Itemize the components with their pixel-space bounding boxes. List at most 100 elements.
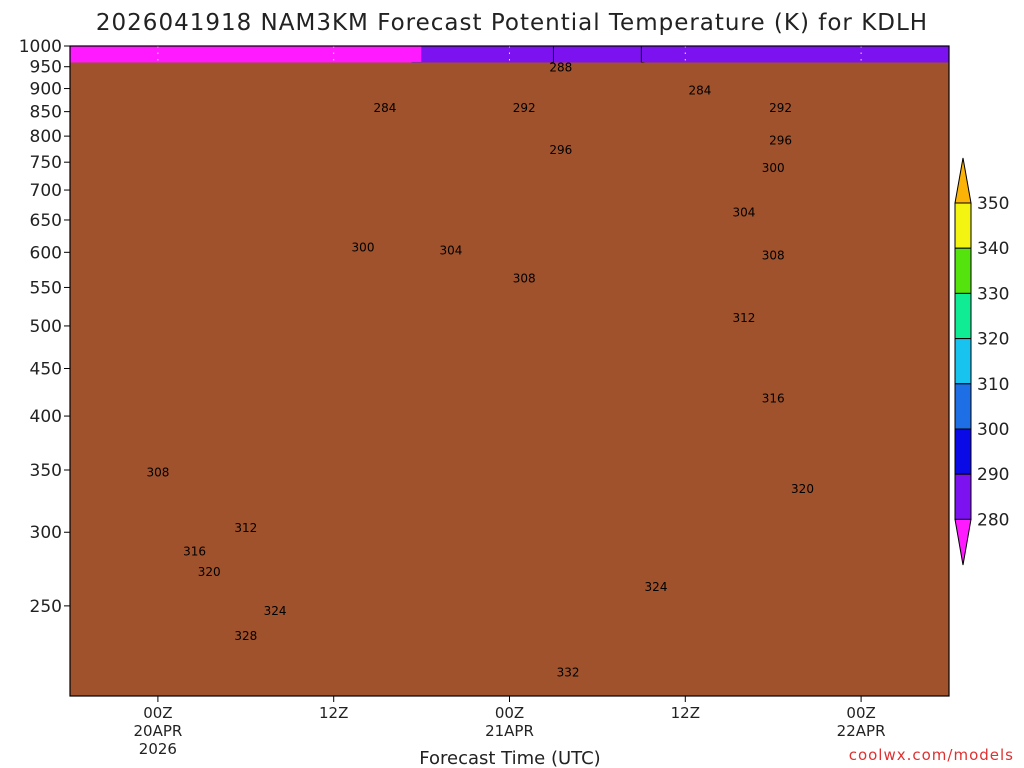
theta-cell [518, 46, 530, 55]
theta-cell [157, 53, 168, 63]
theta-cell [733, 53, 745, 63]
theta-cell [821, 53, 833, 63]
theta-cell [597, 46, 608, 55]
theta-cell [177, 46, 188, 55]
theta-cell [431, 46, 442, 55]
theta-cell [147, 53, 159, 63]
theta-cell [587, 46, 598, 55]
theta-cell [382, 53, 393, 63]
theta-cell [518, 53, 530, 63]
theta-cell [929, 46, 940, 55]
theta-cell [470, 53, 481, 63]
theta-cell [831, 46, 842, 55]
theta-cell [821, 46, 833, 55]
theta-cell [528, 53, 540, 63]
theta-cell [138, 53, 149, 63]
theta-cell [880, 53, 891, 63]
theta-cell [70, 46, 81, 55]
theta-cell [470, 46, 481, 55]
theta-cell [479, 53, 491, 63]
theta-cell [606, 46, 618, 55]
theta-cell [186, 53, 198, 63]
theta-cell [313, 53, 325, 63]
theta-cell [899, 53, 911, 63]
theta-cell [919, 53, 930, 63]
theta-cell [616, 46, 627, 55]
theta-cell [294, 46, 305, 55]
theta-cell [499, 46, 510, 55]
theta-cell [382, 46, 393, 55]
theta-cell [694, 46, 706, 55]
theta-cell [685, 53, 696, 63]
theta-cell [753, 46, 764, 55]
theta-cell [89, 46, 100, 55]
theta-cell [724, 53, 735, 63]
theta-cell [909, 46, 920, 55]
theta-cell [343, 46, 354, 55]
theta-cell [880, 46, 891, 55]
theta-cell [685, 46, 696, 55]
theta-cell [99, 53, 110, 63]
theta-cell [206, 46, 217, 55]
theta-cell [831, 53, 842, 63]
theta-cell [89, 53, 100, 63]
theta-cell [499, 53, 510, 63]
theta-cell [421, 46, 432, 55]
theta-cell [99, 46, 110, 55]
theta-cell [128, 53, 139, 63]
theta-cell [694, 53, 706, 63]
theta-cell [597, 53, 608, 63]
theta-cell [167, 46, 178, 55]
theta-cell [323, 46, 334, 55]
theta-cell [890, 53, 901, 63]
theta-cell [870, 46, 881, 55]
theta-cell [489, 53, 501, 63]
theta-cell [304, 46, 315, 55]
theta-cell [802, 53, 813, 63]
theta-cell [157, 46, 168, 55]
theta-cell [763, 46, 774, 55]
theta-cell [392, 53, 403, 63]
theta-cell [509, 53, 520, 63]
theta-cell [440, 53, 452, 63]
theta-cell [772, 46, 784, 55]
theta-cell [401, 53, 413, 63]
theta-cell [919, 46, 930, 55]
theta-cell [460, 53, 471, 63]
theta-cell [606, 53, 618, 63]
theta-cell [938, 53, 949, 63]
theta-cell [772, 53, 784, 63]
theta-cell [802, 46, 813, 55]
theta-cell [70, 53, 81, 63]
theta-cell [245, 53, 256, 63]
theta-cell [235, 53, 247, 63]
theta-cell [538, 53, 549, 63]
theta-cell [108, 46, 120, 55]
theta-cell [216, 46, 227, 55]
theta-cell [675, 46, 686, 55]
theta-cell [909, 53, 920, 63]
theta-cell [411, 46, 422, 55]
theta-cell [714, 46, 725, 55]
theta-cell [323, 53, 334, 63]
theta-cell [147, 46, 159, 55]
theta-cell [372, 46, 383, 55]
theta-cell [665, 53, 676, 63]
theta-cell [479, 46, 491, 55]
theta-cell [626, 46, 637, 55]
theta-cell [665, 46, 676, 55]
theta-cell [450, 53, 461, 63]
theta-cell [284, 46, 295, 55]
theta-cell [392, 46, 403, 55]
theta-cell [851, 46, 862, 55]
theta-cell [577, 53, 588, 63]
chart-title: 2026041918 NAM3KM Forecast Potential Tem… [96, 10, 928, 36]
theta-cell [655, 46, 667, 55]
theta-cell [79, 46, 90, 55]
theta-cell [362, 53, 374, 63]
theta-cell [265, 46, 276, 55]
theta-cell [352, 46, 364, 55]
theta-cell [304, 53, 315, 63]
theta-cell [587, 53, 598, 63]
